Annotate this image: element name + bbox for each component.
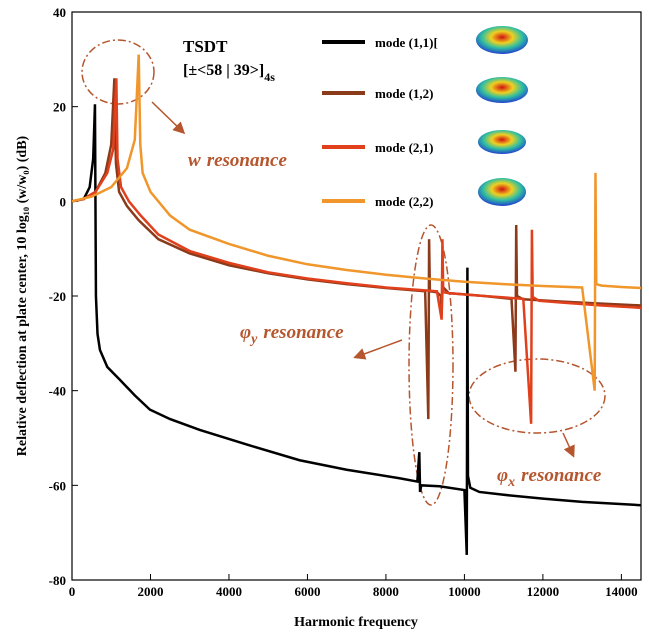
- arrow: [562, 432, 575, 458]
- annotation: φx resonance: [497, 465, 602, 490]
- legend-label: mode (2,2): [375, 194, 434, 209]
- annotation-rest: resonance: [521, 465, 602, 486]
- series-line: [72, 104, 641, 555]
- x-axis-label: Harmonic frequency: [294, 615, 418, 630]
- legend-label: mode (2,1): [375, 140, 434, 155]
- annotation: φy resonance: [240, 322, 344, 347]
- annotation-symbol: φ: [497, 465, 508, 486]
- y-axis-label: Relative deflection at plate center, 10 …: [15, 135, 30, 456]
- y-tick-label: -60: [49, 478, 66, 493]
- mode-icon: [478, 130, 526, 154]
- x-tick-label: 8000: [373, 584, 399, 599]
- ellipse: [81, 39, 155, 105]
- ellipse: [468, 358, 606, 434]
- annotation: w resonance: [188, 150, 287, 171]
- y-tick-label: -20: [49, 289, 66, 304]
- series-line: [72, 78, 641, 424]
- annotation-symbol: w: [188, 150, 201, 171]
- annotation-rest: resonance: [207, 150, 288, 171]
- annotation-shapes: [81, 39, 606, 506]
- y-tick-label: 40: [53, 5, 66, 20]
- annotation-rest: resonance: [263, 322, 344, 343]
- mode-icon: [476, 26, 528, 54]
- y-tick-label: 0: [60, 194, 67, 209]
- x-tick-label: 6000: [294, 584, 320, 599]
- series-line: [72, 54, 641, 391]
- annotation-sub: x: [507, 475, 515, 490]
- mode-icons: [476, 26, 528, 206]
- arrow: [151, 101, 186, 135]
- series-line: [72, 78, 641, 420]
- annotation-sub: y: [249, 332, 258, 347]
- y-tick-label: 20: [53, 100, 66, 115]
- x-tick-label: 10000: [448, 584, 481, 599]
- x-tick-label: 12000: [527, 584, 560, 599]
- arrow: [353, 339, 403, 360]
- y-tick-label: -80: [49, 573, 66, 588]
- layup: [±<58 | 39>]: [183, 62, 264, 79]
- x-tick-label: 14000: [605, 584, 638, 599]
- x-tick-label: 2000: [137, 584, 163, 599]
- mode-icon: [478, 178, 526, 206]
- laminate-name: TSDT: [183, 37, 228, 56]
- x-tick-label: 4000: [216, 584, 242, 599]
- legend-label: mode (1,1)[: [375, 35, 438, 50]
- annotation-symbol: φ: [240, 322, 251, 343]
- mode-icon: [476, 77, 528, 103]
- legend-label: mode (1,2): [375, 86, 434, 101]
- plot-frame: [71, 11, 642, 581]
- x-tick-label: 0: [69, 584, 76, 599]
- ellipse: [408, 224, 454, 506]
- y-tick-label: -40: [49, 384, 66, 399]
- laminate-layup: [±<58 | 39>]4s: [183, 62, 275, 84]
- layup-sub: 4s: [264, 70, 275, 84]
